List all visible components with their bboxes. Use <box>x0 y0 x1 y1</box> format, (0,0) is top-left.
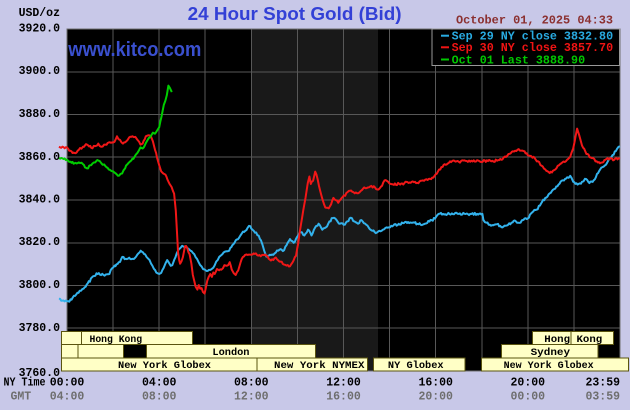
svg-text:3900.0: 3900.0 <box>19 65 61 78</box>
svg-text:October 01, 2025 04:33: October 01, 2025 04:33 <box>456 14 613 27</box>
svg-text:08:00: 08:00 <box>142 391 177 404</box>
svg-text:16:00: 16:00 <box>326 391 361 404</box>
svg-text:New York Globex: New York Globex <box>504 360 595 372</box>
svg-text:3880.0: 3880.0 <box>19 108 61 121</box>
svg-text:20:00: 20:00 <box>511 377 546 390</box>
svg-text:Sep 30 NY close 3857.70: Sep 30 NY close 3857.70 <box>452 42 614 55</box>
svg-text:04:00: 04:00 <box>50 391 85 404</box>
svg-text:16:00: 16:00 <box>418 377 453 390</box>
svg-text:23:59: 23:59 <box>585 377 620 390</box>
svg-text:00:00: 00:00 <box>50 377 85 390</box>
svg-text:12:00: 12:00 <box>326 377 361 390</box>
svg-text:3780.0: 3780.0 <box>19 322 61 335</box>
svg-text:3820.0: 3820.0 <box>19 236 61 249</box>
svg-text:London: London <box>212 347 249 359</box>
svg-text:3760.0: 3760.0 <box>19 367 61 380</box>
svg-text:3800.0: 3800.0 <box>19 279 61 292</box>
svg-text:USD/oz: USD/oz <box>19 7 61 20</box>
svg-text:20:00: 20:00 <box>418 391 453 404</box>
svg-text:24 Hour Spot Gold (Bid): 24 Hour Spot Gold (Bid) <box>188 3 402 24</box>
svg-text:Oct 01 Last 3888.90: Oct 01 Last 3888.90 <box>452 54 586 67</box>
svg-text:New York NYMEX: New York NYMEX <box>274 360 365 372</box>
svg-text:03:59: 03:59 <box>585 391 620 404</box>
svg-text:3860.0: 3860.0 <box>19 151 61 164</box>
svg-text:12:00: 12:00 <box>234 391 269 404</box>
svg-text:Sep 29 NY close 3832.80: Sep 29 NY close 3832.80 <box>452 31 614 44</box>
svg-text:Hong Kong: Hong Kong <box>90 334 143 346</box>
svg-text:3840.0: 3840.0 <box>19 194 61 207</box>
svg-text:08:00: 08:00 <box>234 377 269 390</box>
svg-text:3920.0: 3920.0 <box>19 23 61 36</box>
svg-text:04:00: 04:00 <box>142 377 177 390</box>
svg-text:NY Time: NY Time <box>4 377 46 390</box>
svg-text:00:00: 00:00 <box>511 391 546 404</box>
svg-text:Sydney: Sydney <box>531 347 571 359</box>
svg-text:Hong Kong: Hong Kong <box>544 334 602 346</box>
svg-text:www.kitco.com: www.kitco.com <box>67 39 201 61</box>
svg-text:GMT: GMT <box>11 391 32 404</box>
svg-text:NY Globex: NY Globex <box>388 360 444 372</box>
svg-text:New York Globex: New York Globex <box>118 360 212 372</box>
